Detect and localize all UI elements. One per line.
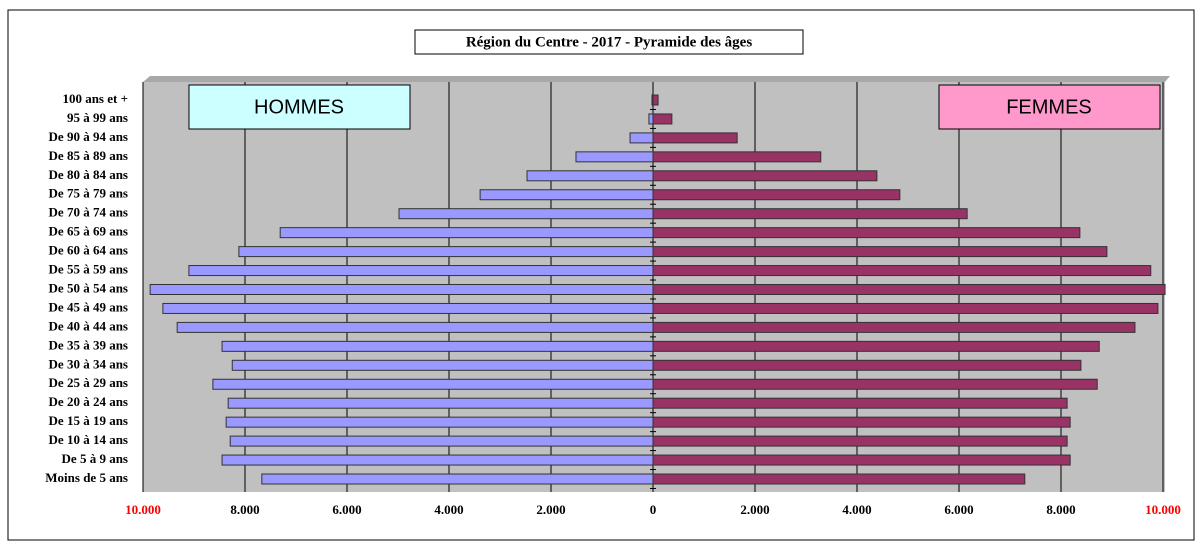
bar: [526, 170, 654, 182]
x-tick-label: 6.000: [332, 502, 361, 517]
bar: [652, 397, 1068, 409]
y-tick-label: De 70 à 74 ans: [49, 205, 128, 220]
legend-label: FEMMES: [1006, 96, 1092, 118]
bar: [575, 151, 654, 163]
bar: [652, 246, 1108, 258]
x-tick-label: 6.000: [944, 502, 973, 517]
x-tick-label: 2.000: [740, 502, 769, 517]
x-tick-label: 4.000: [434, 502, 463, 517]
bar: [652, 473, 1026, 485]
bar: [652, 359, 1082, 371]
bar: [652, 151, 822, 163]
bar: [652, 189, 901, 201]
bar: [652, 454, 1071, 466]
bar: [652, 208, 968, 220]
bar: [652, 416, 1071, 428]
bar: [652, 170, 878, 182]
bar: [479, 189, 654, 201]
y-tick-label: 100 ans et +: [62, 91, 128, 106]
y-tick-label: De 75 à 79 ans: [49, 186, 128, 201]
x-tick-label: 0: [650, 502, 657, 517]
bar: [652, 265, 1152, 277]
y-tick-label: De 25 à 29 ans: [49, 375, 128, 390]
bar: [279, 227, 654, 239]
y-tick-label: De 20 à 24 ans: [49, 394, 128, 409]
x-tick-label: 10.000: [125, 502, 161, 517]
bar: [652, 113, 673, 125]
bar: [652, 378, 1098, 390]
y-tick-label: De 50 à 54 ans: [49, 280, 128, 295]
plot-depth: [143, 76, 1170, 82]
y-tick-label: De 80 à 84 ans: [49, 167, 128, 182]
y-tick-label: 95 à 99 ans: [67, 110, 128, 125]
bar: [648, 113, 654, 125]
bar: [629, 132, 654, 144]
bar: [212, 378, 654, 390]
legend-box: [188, 84, 411, 130]
bar: [231, 359, 654, 371]
bar: [398, 208, 654, 220]
bar: [652, 302, 1159, 314]
bar: [162, 302, 654, 314]
y-tick-label: De 10 à 14 ans: [49, 432, 128, 447]
y-tick-label: De 90 à 94 ans: [49, 129, 128, 144]
x-tick-label: 4.000: [842, 502, 871, 517]
bar: [188, 265, 654, 277]
bar: [176, 321, 654, 333]
bar: [221, 340, 654, 352]
bar: [652, 227, 1081, 239]
x-tick-label: 8.000: [1046, 502, 1075, 517]
bar: [652, 435, 1068, 447]
bar: [652, 94, 659, 106]
y-tick-label: De 60 à 64 ans: [49, 243, 128, 258]
bar: [652, 284, 1166, 295]
bar: [652, 132, 738, 144]
bar: [652, 321, 1136, 333]
y-tick-label: De 5 à 9 ans: [62, 451, 128, 466]
bar: [221, 454, 654, 466]
y-tick-label: Moins de 5 ans: [45, 470, 128, 485]
y-tick-label: De 30 à 34 ans: [49, 356, 128, 371]
legend-label: HOMMES: [254, 96, 344, 118]
y-tick-label: De 40 à 44 ans: [49, 318, 128, 333]
bar: [238, 246, 654, 258]
y-tick-label: De 65 à 69 ans: [49, 224, 128, 239]
legend-box: [938, 84, 1161, 130]
bar: [225, 416, 654, 428]
title-box: [414, 29, 804, 55]
chart-title: Région du Centre - 2017 - Pyramide des â…: [466, 34, 753, 50]
x-tick-label: 8.000: [230, 502, 259, 517]
x-tick-label: 10.000: [1145, 502, 1181, 517]
bar: [149, 284, 654, 295]
y-tick-label: De 15 à 19 ans: [49, 413, 128, 428]
bar: [652, 340, 1100, 352]
y-tick-label: De 45 à 49 ans: [49, 299, 128, 314]
bar: [229, 435, 654, 447]
y-tick-label: De 35 à 39 ans: [49, 337, 128, 352]
y-tick-label: De 85 à 89 ans: [49, 148, 128, 163]
y-tick-label: De 55 à 59 ans: [49, 262, 128, 277]
bar: [227, 397, 654, 409]
x-tick-label: 2.000: [536, 502, 565, 517]
bar: [261, 473, 654, 485]
